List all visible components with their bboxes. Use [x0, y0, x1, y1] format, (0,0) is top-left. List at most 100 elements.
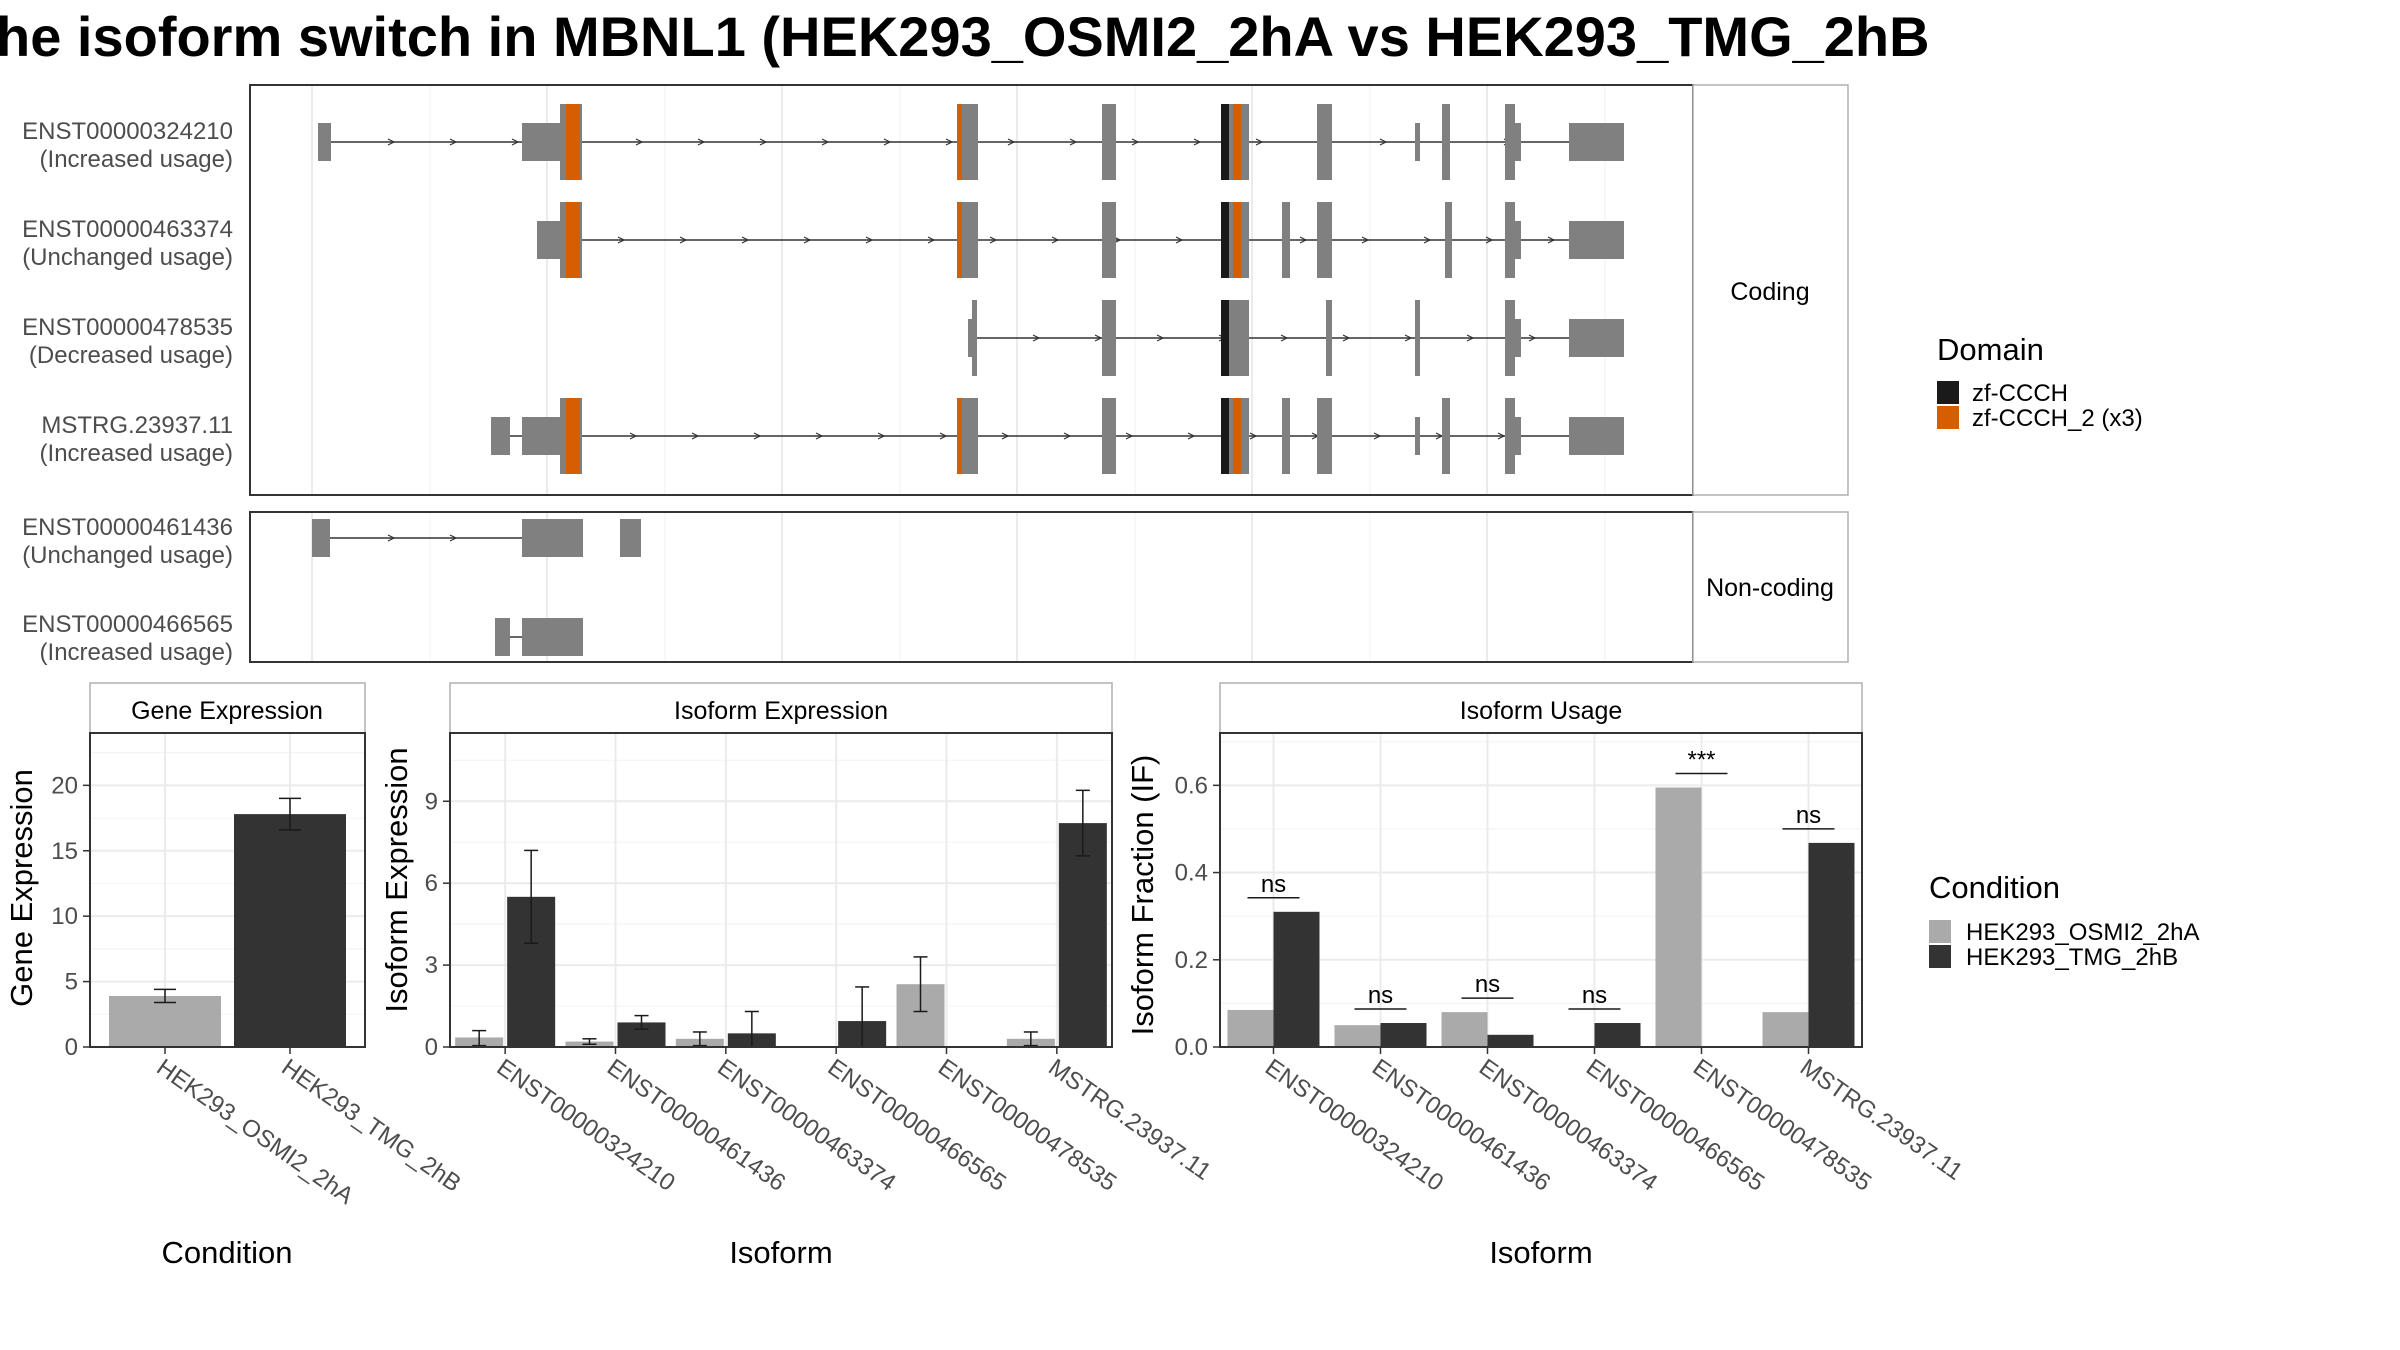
protein-domain [566, 202, 580, 278]
intron-arrow [1051, 236, 1060, 244]
intron-arrow [1379, 138, 1388, 146]
intron-arrow [679, 236, 688, 244]
intron-arrow [449, 138, 458, 146]
x-axis-label: Isoform [1489, 1235, 1592, 1270]
x-tick-label: ENST00000324210 [492, 1054, 680, 1197]
exon [1317, 202, 1332, 278]
intron-arrow [945, 138, 954, 146]
protein-domain [1221, 300, 1229, 376]
exon [1317, 104, 1332, 180]
protein-domain [566, 104, 580, 180]
intron-arrow [1001, 432, 1010, 440]
y-tick-label: 9 [425, 788, 438, 815]
plot-background [450, 733, 1112, 1047]
intron-arrow [803, 236, 812, 244]
bar [109, 995, 221, 1047]
chart-isoform-usage: Isoform Usage Isoform Fraction (IF) Isof… [1125, 682, 1968, 1270]
legend-swatch-condition-a [1929, 920, 1951, 943]
exon [1282, 398, 1290, 474]
exon [1442, 398, 1450, 474]
exon [1515, 221, 1521, 259]
domain-legend: Domain zf-CCCH zf-CCCH_2 (x3) [1937, 332, 2143, 432]
transcript-usage-label: (Unchanged usage) [22, 244, 233, 271]
intron-arrow [1069, 138, 1078, 146]
figure-title: he isoform switch in MBNL1 (HEK293_OSMI2… [0, 5, 1930, 68]
bar [1058, 823, 1107, 1047]
intron-arrow [511, 138, 520, 146]
exon [972, 300, 977, 376]
bar [1273, 911, 1320, 1047]
x-tick-label: ENST00000324210 [1260, 1054, 1448, 1197]
significance-label: ns [1582, 982, 1607, 1009]
exon [1569, 221, 1624, 259]
transcript-usage-label: (Increased usage) [40, 440, 233, 467]
exon [312, 519, 330, 557]
y-tick-label: 20 [51, 772, 78, 799]
structure-panel-coding: Coding [249, 84, 1849, 496]
structure-panel-noncoding: Non-coding [249, 511, 1849, 663]
significance-label: ns [1475, 971, 1500, 998]
intron-arrow [1299, 236, 1308, 244]
exon [1569, 319, 1624, 357]
exon [1505, 202, 1515, 278]
bar [1487, 1034, 1534, 1047]
transcript-usage-label: (Increased usage) [40, 146, 233, 173]
protein-domain [957, 202, 962, 278]
exon [1415, 123, 1420, 161]
intron-arrow [629, 432, 638, 440]
x-tick-label: ENST00000463374 [712, 1054, 900, 1197]
chart-title: Isoform Usage [1460, 697, 1623, 725]
x-tick-label: HEK293_OSMI2_2hA [152, 1054, 359, 1210]
intron-arrow [1125, 432, 1134, 440]
intron-arrow [753, 432, 762, 440]
y-tick-label: 15 [51, 838, 78, 865]
intron-arrow [1032, 334, 1041, 342]
exon [1317, 398, 1332, 474]
legend-label-zf-ccch-2: zf-CCCH_2 (x3) [1972, 405, 2143, 432]
significance-label: ns [1261, 871, 1286, 898]
transcript-usage-label: (Unchanged usage) [22, 542, 233, 569]
exon [1505, 300, 1515, 376]
intron-arrow [635, 138, 644, 146]
intron-arrow [1361, 236, 1370, 244]
intron-arrow [1373, 432, 1382, 440]
exon [495, 618, 510, 656]
chart-title: Isoform Expression [674, 697, 888, 725]
exon [1505, 398, 1515, 474]
exon [1569, 123, 1624, 161]
transcript-id-label: ENST00000461436 [22, 514, 233, 541]
plot-border [89, 732, 366, 1048]
domain-legend-title: Domain [1937, 332, 2044, 367]
transcript-id-label: ENST00000478535 [22, 314, 233, 341]
exon [1505, 104, 1515, 180]
exon [1415, 417, 1420, 455]
strip-isoform-expression [449, 682, 1113, 734]
intron-arrow [1528, 334, 1537, 342]
intron-arrow [741, 236, 750, 244]
intron-arrow [1497, 432, 1506, 440]
intron-arrow [1249, 432, 1258, 440]
protein-domain [1221, 202, 1229, 278]
bar [1808, 842, 1855, 1047]
intron-arrow [989, 236, 998, 244]
bar [1380, 1023, 1427, 1047]
bar [1594, 1023, 1641, 1047]
x-tick-label: ENST00000461436 [1367, 1054, 1555, 1197]
exon [968, 319, 972, 357]
chart-title: Gene Expression [131, 697, 323, 725]
chart-gene-expression: Gene Expression Gene Expression Conditio… [4, 682, 466, 1270]
transcript-id-label: ENST00000324210 [22, 118, 233, 145]
strip-label-noncoding: Non-coding [1706, 574, 1834, 602]
bar [1441, 1012, 1488, 1047]
y-axis-label: Gene Expression [4, 769, 39, 1007]
exon [1102, 398, 1116, 474]
exon [1102, 300, 1116, 376]
x-tick-label: ENST00000463374 [1474, 1054, 1662, 1197]
protein-domain [1233, 202, 1241, 278]
intron-arrow [449, 534, 458, 542]
legend-label-zf-ccch: zf-CCCH [1972, 380, 2068, 407]
exon [491, 417, 510, 455]
y-tick-label: 10 [51, 903, 78, 930]
exon [957, 104, 978, 180]
exon [1515, 123, 1521, 161]
